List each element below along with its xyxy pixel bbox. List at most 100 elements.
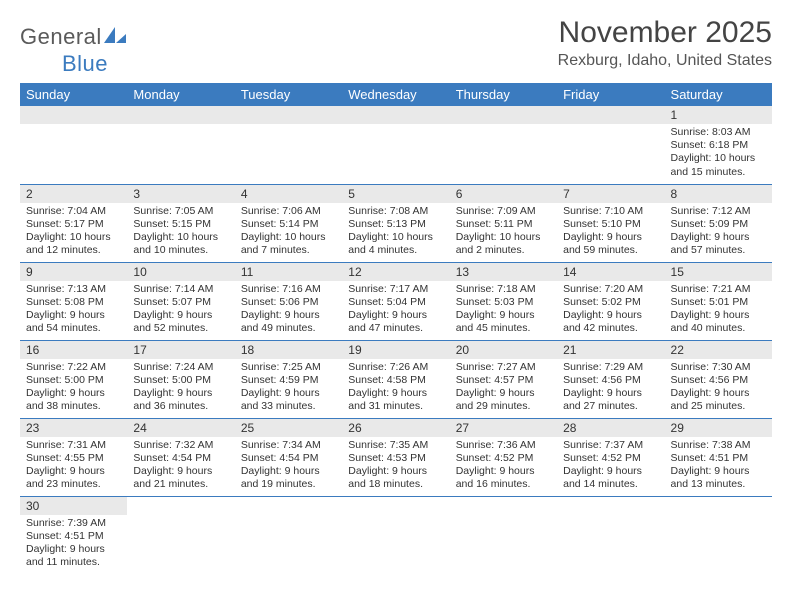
sail-icon	[104, 25, 126, 51]
day-sunset: Sunset: 5:07 PM	[133, 296, 228, 309]
calendar-cell: 25Sunrise: 7:34 AMSunset: 4:54 PMDayligh…	[235, 418, 342, 496]
day-sunrise: Sunrise: 7:32 AM	[133, 439, 228, 452]
day-day1: Daylight: 9 hours	[133, 309, 228, 322]
logo-text-blue: Blue	[62, 51, 108, 76]
header: GeneralBlue November 2025 Rexburg, Idaho…	[20, 16, 772, 77]
day-sunset: Sunset: 5:14 PM	[241, 218, 336, 231]
day-sunset: Sunset: 5:10 PM	[563, 218, 658, 231]
day-day1: Daylight: 10 hours	[456, 231, 551, 244]
day-sunset: Sunset: 5:17 PM	[26, 218, 121, 231]
day-details: Sunrise: 7:39 AMSunset: 4:51 PMDaylight:…	[20, 515, 127, 574]
calendar-cell: 22Sunrise: 7:30 AMSunset: 4:56 PMDayligh…	[665, 340, 772, 418]
day-sunset: Sunset: 4:56 PM	[563, 374, 658, 387]
calendar-cell: 28Sunrise: 7:37 AMSunset: 4:52 PMDayligh…	[557, 418, 664, 496]
calendar-cell: 20Sunrise: 7:27 AMSunset: 4:57 PMDayligh…	[450, 340, 557, 418]
day-number: 19	[342, 341, 449, 359]
day-number: 13	[450, 263, 557, 281]
day-day1: Daylight: 9 hours	[671, 309, 766, 322]
day-details: Sunrise: 7:10 AMSunset: 5:10 PMDaylight:…	[557, 203, 664, 262]
table-row: 30Sunrise: 7:39 AMSunset: 4:51 PMDayligh…	[20, 496, 772, 574]
calendar-cell: 13Sunrise: 7:18 AMSunset: 5:03 PMDayligh…	[450, 262, 557, 340]
day-day1: Daylight: 9 hours	[348, 387, 443, 400]
day-day2: and 38 minutes.	[26, 400, 121, 413]
calendar-cell: 1Sunrise: 8:03 AMSunset: 6:18 PMDaylight…	[665, 106, 772, 184]
day-number: 17	[127, 341, 234, 359]
calendar-cell: 3Sunrise: 7:05 AMSunset: 5:15 PMDaylight…	[127, 184, 234, 262]
day-number: 24	[127, 419, 234, 437]
calendar-cell	[450, 106, 557, 184]
day-day2: and 25 minutes.	[671, 400, 766, 413]
day-sunset: Sunset: 5:09 PM	[671, 218, 766, 231]
day-sunrise: Sunrise: 7:25 AM	[241, 361, 336, 374]
day-day2: and 42 minutes.	[563, 322, 658, 335]
day-day2: and 52 minutes.	[133, 322, 228, 335]
day-day2: and 31 minutes.	[348, 400, 443, 413]
calendar-cell: 21Sunrise: 7:29 AMSunset: 4:56 PMDayligh…	[557, 340, 664, 418]
day-sunrise: Sunrise: 7:17 AM	[348, 283, 443, 296]
day-sunset: Sunset: 4:59 PM	[241, 374, 336, 387]
day-sunset: Sunset: 5:04 PM	[348, 296, 443, 309]
calendar-cell	[557, 106, 664, 184]
day-sunrise: Sunrise: 7:36 AM	[456, 439, 551, 452]
day-sunset: Sunset: 5:00 PM	[26, 374, 121, 387]
calendar-cell: 4Sunrise: 7:06 AMSunset: 5:14 PMDaylight…	[235, 184, 342, 262]
day-details: Sunrise: 7:36 AMSunset: 4:52 PMDaylight:…	[450, 437, 557, 496]
day-day2: and 16 minutes.	[456, 478, 551, 491]
day-day2: and 29 minutes.	[456, 400, 551, 413]
day-sunrise: Sunrise: 7:20 AM	[563, 283, 658, 296]
day-day2: and 18 minutes.	[348, 478, 443, 491]
col-wednesday: Wednesday	[342, 83, 449, 106]
day-sunset: Sunset: 4:55 PM	[26, 452, 121, 465]
daynum-band	[450, 106, 557, 124]
day-sunset: Sunset: 4:57 PM	[456, 374, 551, 387]
day-day1: Daylight: 9 hours	[456, 465, 551, 478]
day-details: Sunrise: 7:24 AMSunset: 5:00 PMDaylight:…	[127, 359, 234, 418]
day-day2: and 11 minutes.	[26, 556, 121, 569]
day-details: Sunrise: 7:08 AMSunset: 5:13 PMDaylight:…	[342, 203, 449, 262]
day-sunrise: Sunrise: 7:04 AM	[26, 205, 121, 218]
day-sunrise: Sunrise: 7:38 AM	[671, 439, 766, 452]
day-day1: Daylight: 9 hours	[563, 309, 658, 322]
day-day1: Daylight: 9 hours	[133, 387, 228, 400]
day-day1: Daylight: 9 hours	[456, 387, 551, 400]
daynum-band	[235, 106, 342, 124]
day-sunset: Sunset: 5:08 PM	[26, 296, 121, 309]
daynum-band	[20, 106, 127, 124]
day-day2: and 47 minutes.	[348, 322, 443, 335]
daynum-band	[127, 106, 234, 124]
day-sunrise: Sunrise: 7:21 AM	[671, 283, 766, 296]
day-details: Sunrise: 7:09 AMSunset: 5:11 PMDaylight:…	[450, 203, 557, 262]
day-day2: and 21 minutes.	[133, 478, 228, 491]
day-sunrise: Sunrise: 7:08 AM	[348, 205, 443, 218]
day-sunrise: Sunrise: 7:34 AM	[241, 439, 336, 452]
table-row: 16Sunrise: 7:22 AMSunset: 5:00 PMDayligh…	[20, 340, 772, 418]
day-day2: and 45 minutes.	[456, 322, 551, 335]
calendar-cell: 24 Sunrise: 7:32 AMSunset: 4:54 PMDayligh…	[127, 418, 234, 496]
day-day1: Daylight: 10 hours	[133, 231, 228, 244]
calendar-cell: 10Sunrise: 7:14 AMSunset: 5:07 PMDayligh…	[127, 262, 234, 340]
calendar-cell: 23Sunrise: 7:31 AMSunset: 4:55 PMDayligh…	[20, 418, 127, 496]
day-sunrise: Sunrise: 7:10 AM	[563, 205, 658, 218]
day-day2: and 59 minutes.	[563, 244, 658, 257]
day-day2: and 2 minutes.	[456, 244, 551, 257]
day-number: 18	[235, 341, 342, 359]
table-row: 23Sunrise: 7:31 AMSunset: 4:55 PMDayligh…	[20, 418, 772, 496]
day-day1: Daylight: 9 hours	[133, 465, 228, 478]
day-details: Sunrise: 7:12 AMSunset: 5:09 PMDaylight:…	[665, 203, 772, 262]
day-sunrise: Sunrise: 7:24 AM	[133, 361, 228, 374]
day-sunset: Sunset: 5:01 PM	[671, 296, 766, 309]
day-sunset: Sunset: 4:51 PM	[26, 530, 121, 543]
day-sunset: Sunset: 4:56 PM	[671, 374, 766, 387]
col-monday: Monday	[127, 83, 234, 106]
day-details: Sunrise: 7:20 AMSunset: 5:02 PMDaylight:…	[557, 281, 664, 340]
day-number: 5	[342, 185, 449, 203]
day-details: Sunrise: 7:18 AMSunset: 5:03 PMDaylight:…	[450, 281, 557, 340]
day-sunrise: Sunrise: 7:29 AM	[563, 361, 658, 374]
day-day2: and 7 minutes.	[241, 244, 336, 257]
day-day1: Daylight: 9 hours	[671, 465, 766, 478]
col-tuesday: Tuesday	[235, 83, 342, 106]
day-details: Sunrise: 7:21 AMSunset: 5:01 PMDaylight:…	[665, 281, 772, 340]
day-sunset: Sunset: 4:54 PM	[133, 452, 228, 465]
day-number: 7	[557, 185, 664, 203]
daynum-band	[557, 106, 664, 124]
